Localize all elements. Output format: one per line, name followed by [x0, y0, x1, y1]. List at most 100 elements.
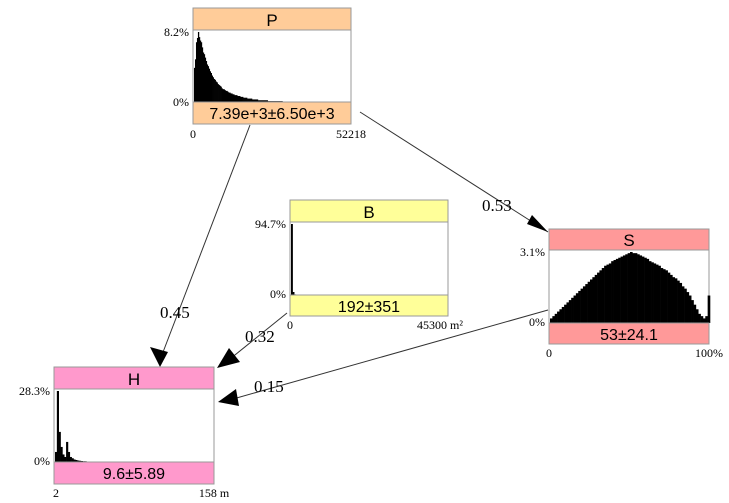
node-s-histogram-bar — [571, 297, 574, 323]
node-p-histogram-bar — [262, 100, 265, 102]
edge-b-h — [224, 312, 288, 364]
node-s-histogram-bar — [644, 257, 647, 323]
node-h-plot-area — [53, 388, 215, 463]
node-p-histogram-bar — [263, 100, 266, 102]
node-p-x-min-label: 0 — [190, 127, 196, 141]
node-s-histogram-bar — [688, 295, 692, 323]
node-h-y-min-label: 0% — [34, 454, 50, 468]
node-p-histogram-bar — [243, 97, 245, 102]
node-p-histogram-bar — [264, 100, 267, 102]
node-p-histogram-bar — [251, 98, 253, 102]
node-p-histogram-bar — [199, 40, 202, 102]
node-s-histogram-bar — [702, 318, 706, 323]
node-p-histogram-bar — [241, 96, 243, 102]
node-p-histogram-bar — [200, 42, 203, 102]
node-p-histogram-bar — [250, 98, 252, 102]
node-p-histogram-bar — [239, 96, 241, 102]
node-s-histogram-bar — [601, 268, 605, 323]
node-p-histogram-bar — [242, 96, 244, 102]
node-s-histogram-bar — [693, 304, 697, 323]
node-s-histogram-bar — [613, 260, 617, 323]
node-p-histogram-bar — [237, 96, 239, 102]
node-s-histogram-bar — [637, 254, 640, 323]
node-p[interactable]: P 7.39e+3±6.50e+3 8.2% 0% 0 52218 — [164, 7, 366, 141]
node-s-histogram-bar — [568, 300, 572, 323]
node-h[interactable]: H 9.6±5.89 28.3% 0% 2 158 m — [19, 366, 230, 500]
node-p-histogram-bar — [214, 79, 216, 102]
node-s-histogram-bar — [648, 261, 652, 323]
node-h-histogram-bar — [56, 391, 59, 462]
node-h-histogram-bar — [69, 456, 72, 462]
node-h-histogram-bar — [62, 454, 65, 462]
node-b-y-min-label: 0% — [270, 287, 286, 301]
node-p-histogram-bar — [204, 57, 207, 102]
node-s-histogram-bar — [550, 318, 553, 323]
node-s-histogram-bar — [559, 309, 563, 323]
node-s-histogram-bar — [646, 258, 650, 323]
node-p-histogram-bar — [203, 54, 206, 102]
node-p-histogram-bar — [194, 67, 196, 102]
node-p-histogram-bar — [207, 66, 210, 102]
node-p-histogram-bar — [231, 93, 233, 102]
node-s-histogram-bar — [641, 256, 645, 323]
node-p-histogram-bar — [201, 47, 204, 102]
node-h-summary: 9.6±5.89 — [103, 466, 165, 483]
node-p-histogram-bar — [230, 93, 232, 102]
node-s-histogram-bar — [592, 277, 595, 323]
edge-p-s-weight: 0.53 — [482, 196, 512, 215]
node-s-histogram-bar — [594, 274, 598, 323]
node-s-histogram-bar — [684, 288, 687, 323]
node-s-histogram-bar — [615, 258, 619, 323]
node-s-histogram-bar — [604, 265, 607, 323]
node-s-y-max-label: 3.1% — [520, 245, 545, 259]
node-s-x-min-label: 0 — [546, 346, 552, 360]
node-p-histogram-bar — [223, 89, 225, 102]
node-p-histogram-bar — [198, 37, 201, 103]
node-p-histogram-bar — [196, 37, 199, 103]
node-s-histogram-bar — [606, 264, 610, 323]
node-s-histogram-bar — [707, 295, 711, 323]
node-p-title: P — [266, 11, 277, 30]
node-s-y-min-label: 0% — [529, 315, 545, 329]
node-h-histogram-bar — [60, 446, 63, 462]
node-p-histogram-bar — [216, 82, 218, 102]
node-p-summary: 7.39e+3±6.50e+3 — [209, 106, 334, 123]
node-h-x-max-label: 158 m — [199, 486, 230, 500]
node-p-histogram-bar — [209, 71, 212, 102]
node-s-histogram-bar — [608, 263, 612, 323]
node-h-x-min-label: 2 — [53, 486, 59, 500]
node-h-summary-box — [53, 461, 215, 485]
node-p-histogram-bar — [234, 95, 236, 102]
node-s-x-max-label: 100% — [695, 346, 723, 360]
node-b[interactable]: B 192±351 94.7% 0% 0 45300 m² — [255, 199, 463, 332]
node-s[interactable]: S 53±24.1 3.1% 0% 0 100% — [520, 228, 723, 360]
node-p-histogram-bar — [220, 86, 222, 102]
node-p-histogram-bar — [225, 90, 227, 102]
node-s-histogram-bar — [630, 252, 633, 323]
node-p-histogram — [194, 32, 283, 103]
edge-b-h-weight: 0.32 — [245, 327, 275, 346]
node-p-histogram-bar — [217, 84, 219, 102]
edge-s-h — [232, 309, 549, 400]
node-s-histogram-bar — [677, 280, 680, 323]
node-s-histogram-bar — [590, 279, 593, 323]
node-s-histogram-bar — [566, 302, 570, 323]
node-p-histogram-bar — [218, 84, 220, 102]
node-p-histogram-bar — [266, 100, 269, 102]
node-s-histogram-bar — [627, 253, 631, 323]
node-s-histogram-bar — [660, 268, 664, 323]
node-p-histogram-bar — [261, 100, 264, 102]
node-s-histogram-bar — [662, 269, 666, 323]
node-h-histogram-bar — [55, 451, 58, 462]
node-p-histogram-bar — [227, 91, 229, 102]
node-p-histogram-bar — [197, 32, 200, 102]
node-p-histogram-bar — [195, 42, 198, 102]
node-p-histogram-bar — [260, 100, 263, 102]
node-s-histogram-bar — [575, 293, 579, 323]
node-p-histogram-bar — [256, 99, 259, 102]
node-s-histogram-bar — [672, 277, 675, 323]
node-p-histogram-bar — [258, 100, 261, 102]
node-s-histogram-bar — [587, 281, 591, 323]
node-p-histogram-bar — [226, 90, 228, 102]
node-h-title: H — [128, 370, 140, 389]
